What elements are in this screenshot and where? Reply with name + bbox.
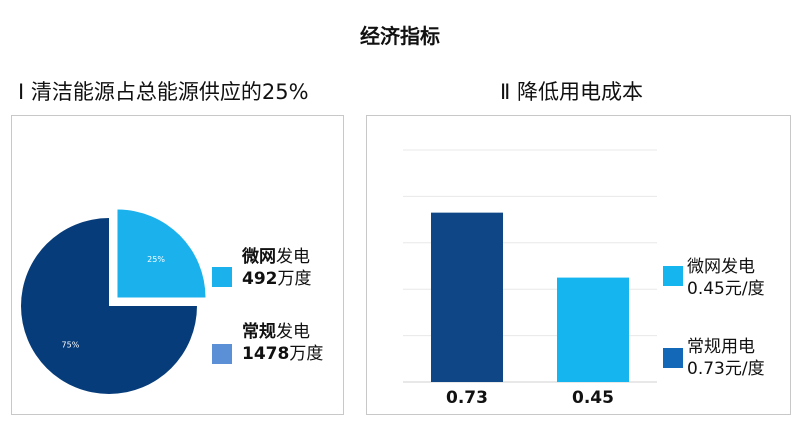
page-title: 经济指标 [360,24,440,48]
legend-value-conventional-cost: 0.73元/度 [687,359,765,379]
legend-label-conventional: 常规发电 [242,322,310,342]
pie-chart-panel: 25% 75% 微网发电 492万度 常规发电 1478万度 [11,115,344,415]
bar-chart-panel: 0.73 0.45 微网发电 0.45元/度 常规用电 0.73元/度 [366,115,791,415]
legend-label-conventional-cost: 常规用电 [687,337,755,357]
legend-label-micro-grid: 微网发电 [242,247,310,267]
bar-chart: 0.73 0.45 [403,149,657,408]
legend-swatch-conventional-cost [663,348,683,368]
pie-slice [21,218,197,394]
pie-slice [117,209,206,298]
pie-slice-label: 25% [147,255,165,264]
legend-value-micro-grid-cost: 0.45元/度 [687,279,765,299]
legend-value-micro-grid: 492万度 [242,269,312,289]
left-chart-heading: Ⅰ 清洁能源占总能源供应的25% [18,80,309,104]
legend-value-conventional: 1478万度 [242,344,324,364]
legend-label-micro-grid-cost: 微网发电 [687,257,755,277]
legend-swatch-micro-grid [212,267,232,287]
pie-chart: 25% 75% [21,209,206,394]
right-chart-heading: Ⅱ 降低用电成本 [500,80,644,104]
legend-swatch-micro-grid-cost [663,266,683,286]
bar [557,277,629,382]
bar [431,212,503,382]
legend-swatch-conventional [212,344,232,364]
bar-data-label: 0.45 [572,388,614,408]
pie-slice-label: 75% [62,341,80,350]
bar-data-label: 0.73 [446,388,488,408]
